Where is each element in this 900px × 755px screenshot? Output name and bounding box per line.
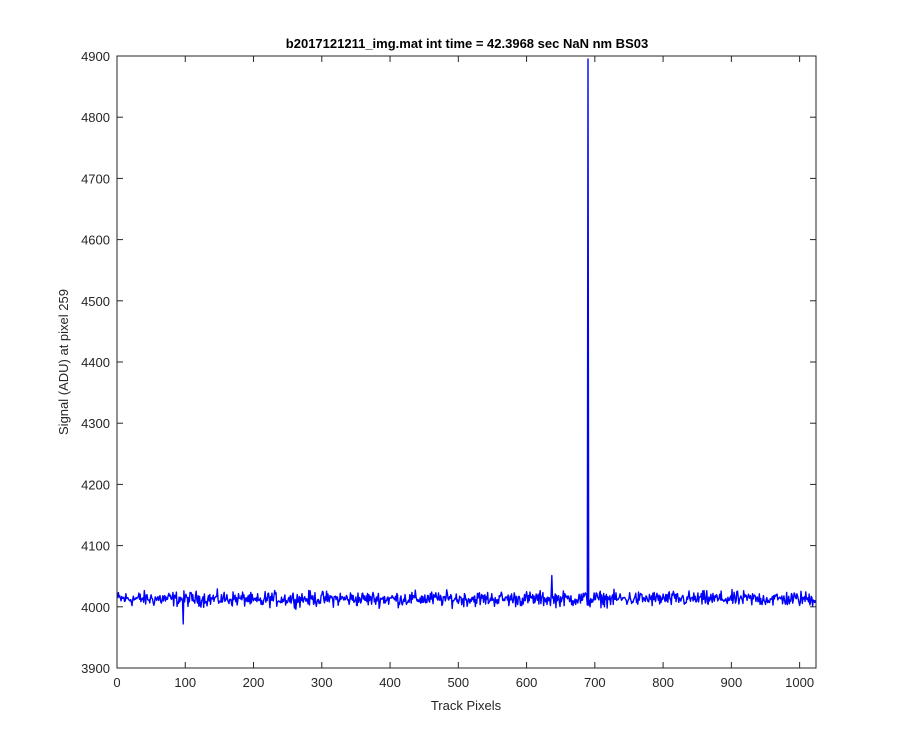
x-tick-label: 800 — [652, 675, 674, 690]
y-tick-label: 4300 — [81, 416, 110, 431]
x-tick-label: 300 — [311, 675, 333, 690]
x-tick-label: 100 — [174, 675, 196, 690]
y-tick-label: 4700 — [81, 171, 110, 186]
plot-series-group — [116, 58, 817, 625]
x-tick-label: 500 — [447, 675, 469, 690]
x-tick-label: 200 — [243, 675, 265, 690]
x-tick-label: 0 — [113, 675, 120, 690]
y-tick-label: 3900 — [81, 661, 110, 676]
x-tick-label: 600 — [516, 675, 538, 690]
y-tick-label: 4000 — [81, 600, 110, 615]
y-tick-label: 4600 — [81, 233, 110, 248]
y-tick-label: 4200 — [81, 477, 110, 492]
y-axis-title: Signal (ADU) at pixel 259 — [56, 289, 71, 435]
y-tick-label: 4800 — [81, 110, 110, 125]
y-tick-label: 4100 — [81, 539, 110, 554]
x-axis-title: Track Pixels — [431, 698, 502, 713]
x-tick-label: 900 — [721, 675, 743, 690]
y-tick-label: 4400 — [81, 355, 110, 370]
chart-title: b2017121211_img.mat int time = 42.3968 s… — [286, 36, 648, 51]
y-tick-label: 4500 — [81, 294, 110, 309]
x-tick-label: 1000 — [785, 675, 814, 690]
plot-frame — [116, 55, 817, 669]
ticks-group: 0 100 200 300 400 500 600 700 800 900 1000 3900 4000… — [81, 49, 816, 690]
y-tick-label: 4900 — [81, 49, 110, 64]
x-tick-label: 700 — [584, 675, 606, 690]
x-tick-label: 400 — [379, 675, 401, 690]
signal-series-line — [116, 58, 817, 625]
